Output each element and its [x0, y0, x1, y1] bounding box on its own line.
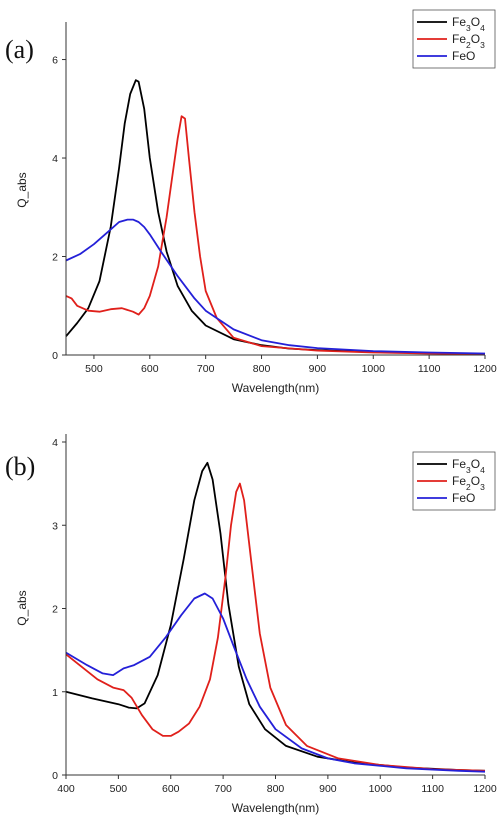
panel-a-y-tick-label: 6: [52, 55, 58, 67]
panel-b-x-tick-label: 1200: [473, 783, 497, 795]
panel-a-letter: (a): [5, 35, 34, 64]
panel-b-legend-label-fe2o3: Fe2O3: [452, 474, 485, 492]
panel-a-y-tick-label: 2: [52, 252, 58, 264]
panel-b-x-tick-label: 500: [110, 783, 128, 795]
panel-b-y-tick-label: 0: [52, 770, 58, 782]
panel-b: 400 500 600 700 800 900 1000 1100 1200 0 1 2 3 4 Wavel…: [5, 434, 497, 815]
panel-b-x-tick-label: 400: [57, 783, 75, 795]
panel-b-x-tick-label: 1000: [369, 783, 393, 795]
panel-b-legend-label-feo: FeO: [452, 491, 475, 505]
panel-b-x-tick-label: 900: [319, 783, 337, 795]
panel-a-legend-label-feo: FeO: [452, 49, 475, 63]
panel-a-x-tick-label: 800: [253, 363, 271, 375]
panel-b-y-tick-label: 1: [52, 687, 58, 699]
panel-a-x-tick-label: 700: [197, 363, 215, 375]
panel-a-y-tick-label: 4: [52, 153, 58, 165]
panel-b-legend-label-fe3o4: Fe3O4: [452, 457, 485, 475]
panel-b-x-tick-label: 800: [267, 783, 285, 795]
panel-a-series-fe2o3-line: [65, 115, 486, 355]
panel-b-letter: (b): [5, 452, 35, 481]
panel-b-x-axis-label: Wavelength(nm): [232, 801, 320, 815]
panel-a-x-axis-label: Wavelength(nm): [232, 381, 320, 395]
panel-b-y-tick-label: 4: [52, 437, 58, 449]
panel-a-x-tick-label: 500: [85, 363, 103, 375]
panel-b-x-tick-label: 1100: [421, 783, 444, 795]
panel-a-legend-label-fe2o3: Fe2O3: [452, 32, 485, 50]
panel-a-y-axis-label: Q_abs: [15, 172, 29, 207]
panel-b-x-tick-label: 600: [162, 783, 180, 795]
panel-a-y-tick-label: 0: [52, 350, 58, 362]
panel-a-x-tick-label: 1100: [418, 363, 441, 375]
panel-b-y-tick-label: 3: [52, 520, 58, 532]
panel-a-x-tick-label: 600: [141, 363, 159, 375]
panel-b-series: [65, 461, 486, 773]
panel-b-series-fe2o3-line: [65, 482, 486, 772]
panel-a-series: [65, 79, 486, 355]
panel-a-series-fe3o4-line: [65, 79, 486, 355]
panel-a-x-tick-label: 1200: [473, 363, 497, 375]
panel-b-y-axis-label: Q_abs: [15, 590, 29, 625]
panel-a: 500 600 700 800 900 1000 1100 1200 0 2 4 6 Wavelengt…: [5, 9, 497, 395]
panel-a-series-feo-line: [65, 218, 486, 355]
panel-a-x-tick-label: 900: [309, 363, 327, 375]
panel-b-x-tick-label: 700: [214, 783, 232, 795]
panel-b-series-feo-line: [65, 592, 486, 773]
panel-a-legend-label-fe3o4: Fe3O4: [452, 15, 485, 33]
panel-a-x-tick-label: 1000: [362, 363, 386, 375]
panel-b-y-tick-label: 2: [52, 604, 58, 616]
